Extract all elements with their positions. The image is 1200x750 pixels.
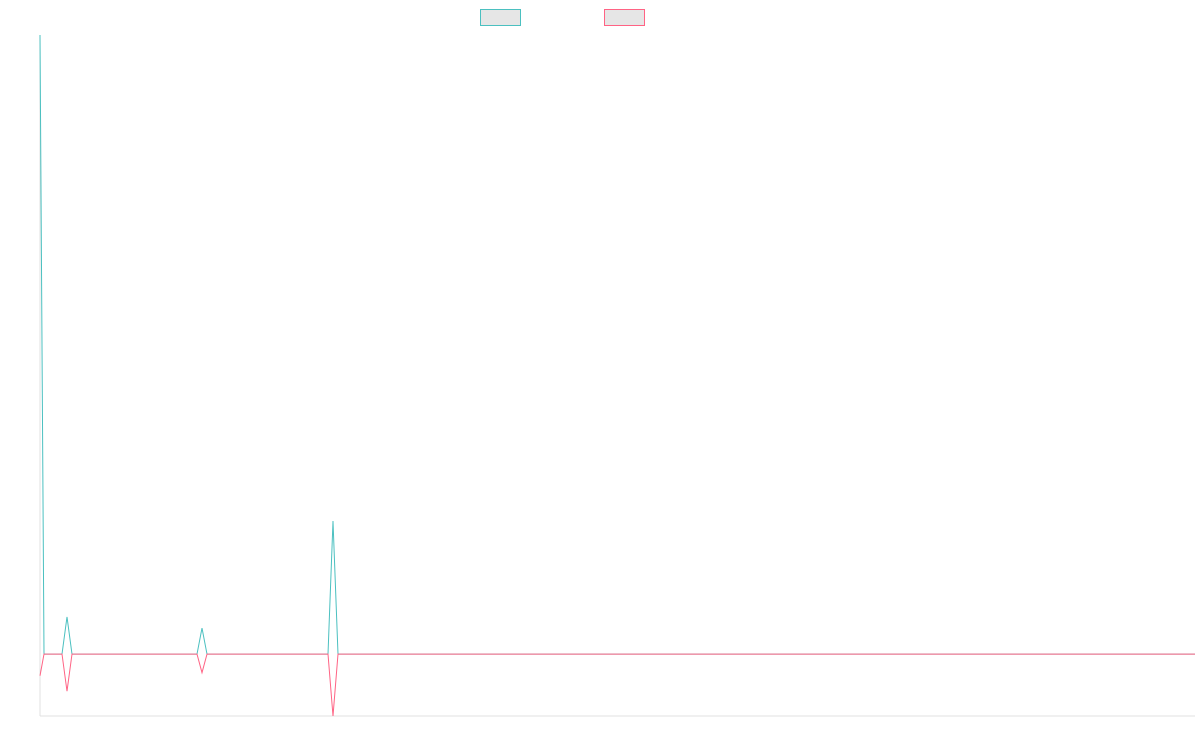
legend-swatch[interactable]	[604, 9, 645, 26]
legend-swatch[interactable]	[480, 9, 521, 26]
series-line	[39, 653, 1195, 717]
series-line	[39, 34, 1195, 655]
